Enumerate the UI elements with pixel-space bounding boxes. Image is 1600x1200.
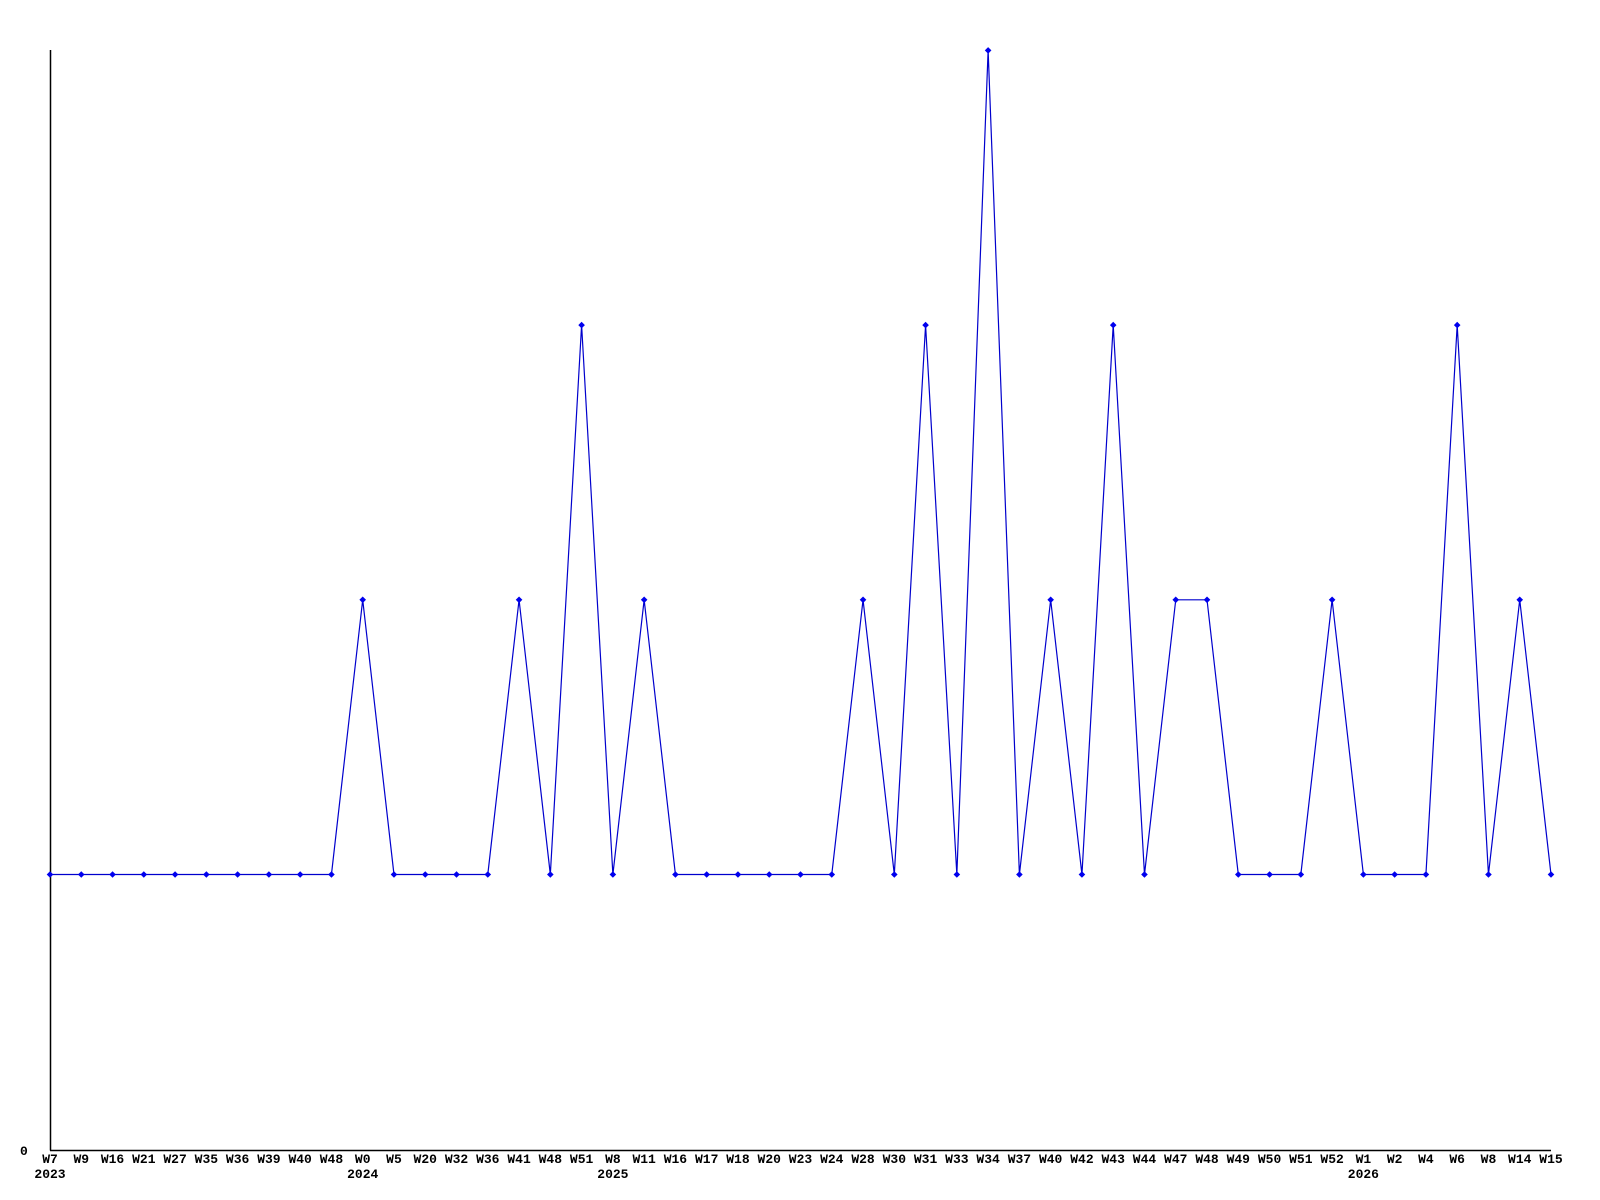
svg-text:W34: W34 (976, 1152, 1000, 1167)
svg-text:W20: W20 (758, 1152, 782, 1167)
svg-text:W23: W23 (789, 1152, 813, 1167)
svg-text:W31: W31 (914, 1152, 938, 1167)
svg-text:W50: W50 (1258, 1152, 1282, 1167)
svg-text:W21: W21 (132, 1152, 156, 1167)
svg-text:W39: W39 (257, 1152, 281, 1167)
svg-text:W0: W0 (355, 1152, 371, 1167)
svg-text:2025: 2025 (597, 1167, 628, 1182)
svg-text:W24: W24 (820, 1152, 844, 1167)
svg-text:W16: W16 (664, 1152, 688, 1167)
svg-text:W18: W18 (726, 1152, 750, 1167)
svg-text:W16: W16 (101, 1152, 125, 1167)
svg-text:W8: W8 (605, 1152, 621, 1167)
svg-text:2026: 2026 (1348, 1167, 1379, 1182)
svg-text:W49: W49 (1227, 1152, 1251, 1167)
svg-text:W2: W2 (1387, 1152, 1403, 1167)
svg-text:W14: W14 (1508, 1152, 1532, 1167)
svg-text:W42: W42 (1070, 1152, 1094, 1167)
svg-text:W4: W4 (1418, 1152, 1434, 1167)
svg-text:W44: W44 (1133, 1152, 1157, 1167)
svg-text:W6: W6 (1449, 1152, 1465, 1167)
svg-text:W11: W11 (632, 1152, 656, 1167)
svg-text:W37: W37 (1008, 1152, 1031, 1167)
svg-text:W33: W33 (945, 1152, 969, 1167)
svg-text:W41: W41 (507, 1152, 531, 1167)
svg-text:2024: 2024 (347, 1167, 378, 1182)
svg-text:W27: W27 (163, 1152, 186, 1167)
svg-text:W51: W51 (1289, 1152, 1313, 1167)
svg-text:W48: W48 (539, 1152, 563, 1167)
svg-text:W17: W17 (695, 1152, 718, 1167)
svg-text:W48: W48 (320, 1152, 344, 1167)
svg-text:W15: W15 (1539, 1152, 1563, 1167)
svg-text:W36: W36 (476, 1152, 500, 1167)
svg-text:W35: W35 (195, 1152, 219, 1167)
svg-text:W52: W52 (1320, 1152, 1344, 1167)
svg-text:W43: W43 (1102, 1152, 1126, 1167)
svg-text:W8: W8 (1481, 1152, 1497, 1167)
svg-text:2023: 2023 (34, 1167, 65, 1182)
svg-text:W28: W28 (851, 1152, 875, 1167)
svg-text:W40: W40 (288, 1152, 312, 1167)
svg-text:W47: W47 (1164, 1152, 1187, 1167)
svg-text:W9: W9 (73, 1152, 89, 1167)
svg-text:W36: W36 (226, 1152, 250, 1167)
svg-text:W30: W30 (883, 1152, 907, 1167)
svg-text:W48: W48 (1195, 1152, 1219, 1167)
svg-text:W1: W1 (1356, 1152, 1372, 1167)
svg-text:W20: W20 (414, 1152, 438, 1167)
svg-text:W5: W5 (386, 1152, 402, 1167)
svg-text:W40: W40 (1039, 1152, 1063, 1167)
svg-text:W51: W51 (570, 1152, 594, 1167)
svg-text:0: 0 (20, 1144, 28, 1159)
svg-text:W7: W7 (42, 1152, 58, 1167)
svg-text:W32: W32 (445, 1152, 469, 1167)
